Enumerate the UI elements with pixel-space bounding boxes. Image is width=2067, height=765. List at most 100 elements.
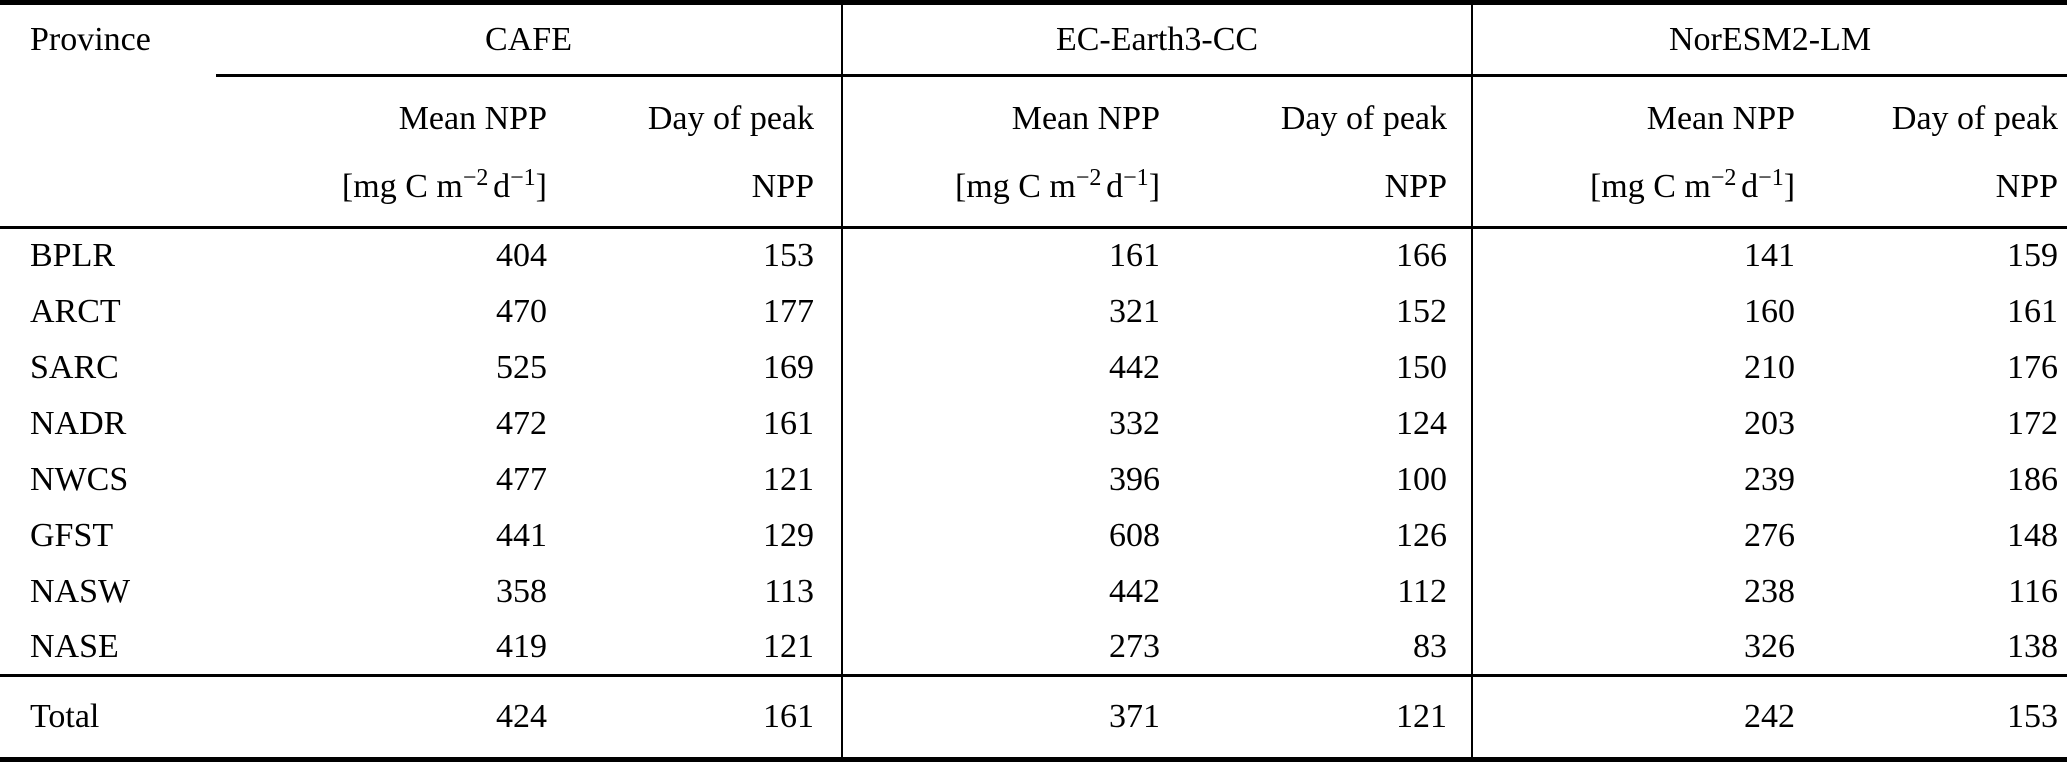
total-label: Total — [30, 698, 100, 735]
province-label: NWCS — [30, 460, 129, 498]
table-header: Province CAFE EC-Earth3-CC NorESM2-LM Me… — [0, 2, 2067, 229]
cafe-mean-npp-total: 424 — [496, 698, 547, 735]
noresm2-lm-day-of-peak-value: 148 — [2007, 516, 2059, 554]
cafe-day-of-peak-value: 113 — [764, 572, 815, 610]
cafe-mean-npp-value: 477 — [496, 460, 547, 498]
cafe-day-of-peak-total: 161 — [763, 698, 815, 735]
province-label: NADR — [30, 404, 127, 442]
unit-open: [mg C m — [1589, 167, 1711, 205]
unit-exponent: −1 — [510, 165, 536, 192]
day-of-peak-header-line2: NPP — [557, 147, 843, 229]
noresm2-lm-day-of-peak-value: 176 — [2007, 348, 2059, 386]
noresm2-lm-day-of-peak-value: 186 — [2007, 460, 2059, 498]
ec-earth3-cc-day-of-peak-value: 166 — [1396, 237, 1448, 275]
noresm2-lm-mean-npp-value: 239 — [1471, 451, 1808, 508]
cafe-day-of-peak-value: 169 — [763, 348, 815, 386]
table-row-arct: ARCT 470 177 321 152 160 161 — [0, 283, 2067, 340]
cafe-day-of-peak-value: 129 — [763, 516, 815, 554]
mean-npp-header: Mean NPP — [398, 100, 547, 138]
cafe-day-of-peak-value: 121 — [557, 619, 843, 677]
cafe-mean-npp-value: 404 — [496, 237, 547, 275]
noresm2-lm-mean-npp-value: 141 — [1471, 227, 1808, 284]
spacer-cell — [0, 76, 216, 148]
table-body: BPLR 404 153 161 166 141 159 ARCT 470 17… — [0, 227, 2067, 677]
noresm2-lm-mean-npp-value: 238 — [1471, 563, 1808, 620]
table-row-total: Total 424 161 371 121 242 153 — [0, 675, 2067, 760]
unit-open: [mg C m — [341, 167, 463, 205]
province-column-header: Province — [30, 21, 151, 59]
ec-earth3-cc-mean-npp-value: 442 — [841, 339, 1173, 396]
noresm2-lm-mean-npp-value: 203 — [1471, 395, 1808, 452]
noresm2-lm-day-of-peak-value: 161 — [2007, 292, 2059, 330]
noresm2-lm-mean-npp-total: 242 — [1471, 675, 1808, 760]
ec-earth3-cc-day-of-peak-value: 150 — [1396, 348, 1448, 386]
day-of-peak-header: Day of peak — [1891, 100, 2059, 138]
cafe-mean-npp-value: 441 — [496, 516, 547, 554]
table-row-nase: NASE 419 121 273 83 326 138 — [0, 619, 2067, 677]
noresm2-lm-day-of-peak-value: 116 — [2008, 572, 2059, 610]
group-header-row: Province CAFE EC-Earth3-CC NorESM2-LM — [0, 2, 2067, 77]
province-label: ARCT — [30, 292, 121, 330]
province-label: GFST — [30, 516, 114, 554]
province-label: NASE — [0, 619, 216, 677]
subheader-row-units: [mg C m−2 d−1] NPP [mg C m−2 d−1] NPP [mg … — [0, 147, 2067, 229]
noresm2-lm-day-of-peak-value: 172 — [2007, 404, 2059, 442]
group-header-noresm2-lm: NorESM2-LM — [1471, 2, 2067, 77]
unit-exponent: −2 — [1710, 165, 1737, 192]
unit-d: d — [1106, 167, 1124, 205]
group-header-ec-earth3-cc: EC-Earth3-CC — [841, 2, 1473, 77]
ec-earth3-cc-mean-npp-value: 332 — [841, 395, 1173, 452]
ec-earth3-cc-day-of-peak-value: 152 — [1396, 292, 1448, 330]
unit-close: ] — [535, 167, 547, 205]
ec-earth3-cc-mean-npp-value: 321 — [841, 283, 1173, 340]
ec-earth3-cc-day-of-peak-value: 126 — [1396, 516, 1448, 554]
table-row-nwcs: NWCS 477 121 396 100 239 186 — [0, 451, 2067, 508]
noresm2-lm-day-of-peak-value: 138 — [1807, 619, 2067, 677]
ec-earth3-cc-mean-npp-value: 608 — [841, 507, 1173, 564]
ec-earth3-cc-day-of-peak-value: 112 — [1397, 572, 1448, 610]
noresm2-lm-mean-npp-value: 276 — [1471, 507, 1808, 564]
unit-exponent: −1 — [1758, 165, 1784, 192]
ec-earth3-cc-day-of-peak-value: 83 — [1172, 619, 1473, 677]
ec-earth3-cc-mean-npp-value: 396 — [841, 451, 1173, 508]
noresm2-lm-mean-npp-value: 210 — [1471, 339, 1808, 396]
noresm2-lm-day-of-peak-value: 159 — [2007, 237, 2059, 275]
ec-earth3-cc-day-of-peak-value: 124 — [1396, 404, 1448, 442]
table-row-bplr: BPLR 404 153 161 166 141 159 — [0, 227, 2067, 284]
cafe-mean-npp-value: 470 — [496, 292, 547, 330]
cafe-mean-npp-value: 525 — [496, 348, 547, 386]
ec-earth3-cc-mean-npp-value: 161 — [841, 227, 1173, 284]
mean-npp-header: Mean NPP — [841, 75, 1173, 148]
ec-earth3-cc-day-of-peak-value: 100 — [1396, 460, 1448, 498]
unit-close: ] — [1148, 167, 1161, 205]
table-footer: Total 424 161 371 121 242 153 — [0, 675, 2067, 760]
day-of-peak-header: Day of peak — [647, 100, 815, 138]
table-row-gfst: GFST 441 129 608 126 276 148 — [0, 507, 2067, 564]
noresm2-lm-mean-npp-value: 326 — [1471, 619, 1808, 677]
noresm2-lm-mean-npp-value: 160 — [1471, 283, 1808, 340]
ec-earth3-cc-mean-npp-value: 273 — [841, 619, 1173, 677]
province-label: NASW — [30, 572, 131, 610]
spacer-cell — [0, 147, 216, 229]
unit-exponent: −2 — [1075, 165, 1102, 192]
unit-exponent: −2 — [462, 165, 489, 192]
cafe-mean-npp-value: 472 — [496, 404, 547, 442]
table-row-sarc: SARC 525 169 442 150 210 176 — [0, 339, 2067, 396]
unit-open: [mg C m — [954, 167, 1076, 205]
cafe-day-of-peak-value: 161 — [763, 404, 815, 442]
province-label: BPLR — [30, 237, 116, 275]
ec-earth3-cc-mean-npp-total: 371 — [841, 675, 1173, 760]
table-row-nasw: NASW 358 113 442 112 238 116 — [0, 563, 2067, 620]
cafe-day-of-peak-value: 153 — [763, 237, 815, 275]
unit-exponent: −1 — [1123, 165, 1149, 192]
province-label: SARC — [30, 348, 119, 386]
unit-close: ] — [1783, 167, 1796, 205]
unit-mg-c-m2-d1: [mg C m−2 d−1] — [841, 147, 1173, 229]
group-header-cafe: CAFE — [216, 2, 843, 77]
table-row-nadr: NADR 472 161 332 124 203 172 — [0, 395, 2067, 452]
unit-d: d — [1741, 167, 1759, 205]
day-of-peak-header-line2: NPP — [1807, 147, 2067, 229]
unit-d: d — [493, 167, 511, 205]
ec-earth3-cc-day-of-peak-total: 121 — [1396, 698, 1448, 735]
